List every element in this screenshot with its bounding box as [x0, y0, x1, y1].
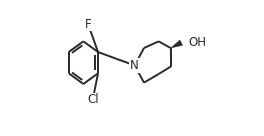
Text: N: N: [130, 59, 139, 72]
Text: Cl: Cl: [87, 93, 98, 106]
Text: OH: OH: [188, 36, 207, 49]
Polygon shape: [171, 40, 183, 48]
Text: F: F: [85, 18, 91, 31]
